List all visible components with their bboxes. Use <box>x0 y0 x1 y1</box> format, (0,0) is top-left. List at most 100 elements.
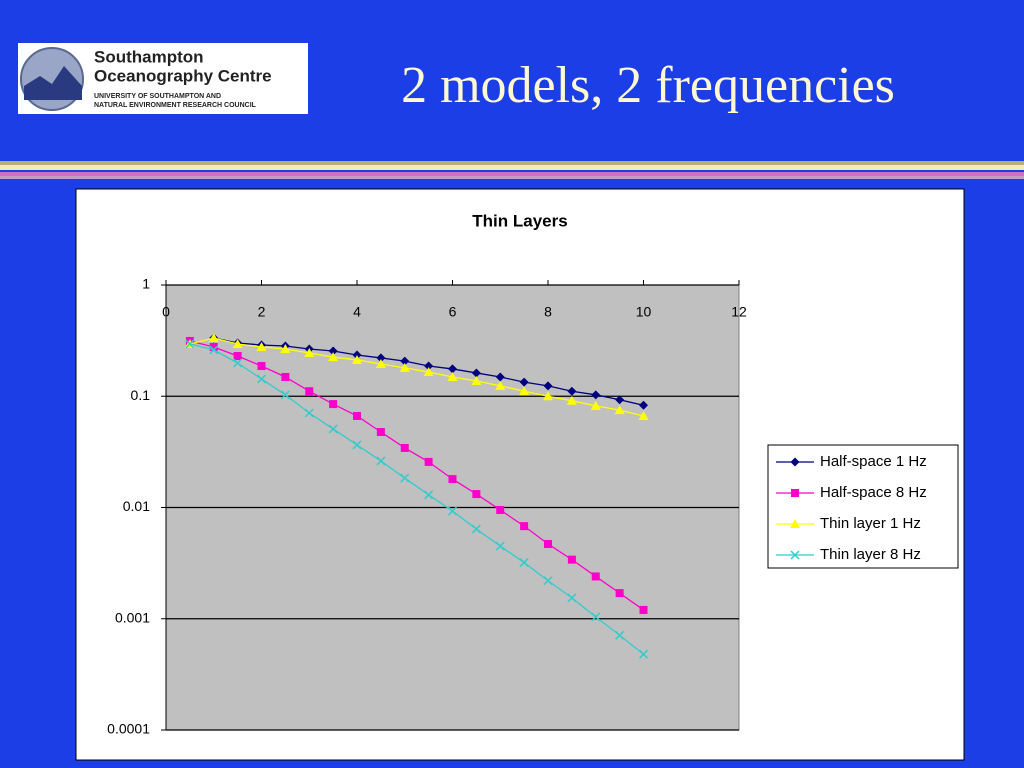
y-tick-label: 0.01 <box>123 498 150 514</box>
data-point <box>567 555 576 564</box>
y-tick-label: 0.001 <box>115 609 150 625</box>
data-point <box>256 342 267 352</box>
data-point <box>543 381 553 391</box>
data-point <box>233 358 243 368</box>
x-tick-label: 4 <box>353 304 361 320</box>
data-point <box>639 400 648 410</box>
data-point <box>615 395 625 405</box>
data-point <box>400 443 409 452</box>
legend-marker <box>790 519 800 528</box>
data-point <box>280 343 291 353</box>
logo-wave <box>24 66 82 100</box>
data-point <box>543 576 553 586</box>
chart-title: Thin Layers <box>472 211 567 230</box>
data-point <box>376 353 386 363</box>
y-tick-label: 1 <box>142 276 150 292</box>
data-point <box>519 386 530 396</box>
data-point <box>567 386 577 396</box>
data-point <box>567 593 577 603</box>
data-point <box>591 612 601 622</box>
data-point <box>209 345 219 355</box>
legend-label: Half-space 8 Hz <box>820 484 927 501</box>
legend-marker <box>790 457 800 467</box>
x-tick-label: 12 <box>731 304 747 320</box>
series-line <box>189 337 644 417</box>
data-point <box>495 372 505 382</box>
data-point <box>519 558 529 568</box>
data-point <box>400 473 410 483</box>
x-tick-label: 10 <box>636 304 652 320</box>
data-point <box>615 630 625 640</box>
legend-marker <box>790 550 800 560</box>
logo-text: Oceanography Centre <box>94 66 272 85</box>
data-point <box>520 522 529 531</box>
data-point <box>638 410 649 420</box>
data-point <box>495 380 506 390</box>
data-point <box>256 374 267 384</box>
data-point <box>376 428 385 437</box>
data-point <box>185 339 195 349</box>
data-point <box>591 390 601 400</box>
data-point <box>375 358 386 368</box>
x-tick-label: 8 <box>544 304 552 320</box>
data-point <box>232 338 243 348</box>
data-point <box>400 356 410 366</box>
data-point <box>614 405 625 415</box>
divider <box>0 161 1024 165</box>
data-point <box>447 371 458 381</box>
x-tick-label: 2 <box>258 304 266 320</box>
divider <box>0 172 1024 176</box>
y-tick-label: 0.1 <box>131 387 151 403</box>
divider <box>0 165 1024 170</box>
data-point <box>638 649 649 659</box>
data-point <box>305 387 314 396</box>
data-point <box>399 362 410 372</box>
data-point <box>209 343 218 352</box>
data-point <box>424 490 434 500</box>
data-point <box>281 372 290 381</box>
data-point <box>328 352 339 362</box>
data-point <box>496 505 505 514</box>
data-point <box>424 361 434 371</box>
data-point <box>448 475 457 484</box>
data-point <box>329 400 338 409</box>
logo-text: Southampton <box>94 47 204 66</box>
divider <box>0 176 1024 179</box>
y-tick-label: 0.0001 <box>107 721 150 737</box>
data-point <box>423 367 434 377</box>
data-point <box>280 390 290 400</box>
data-point <box>376 456 386 466</box>
data-point <box>495 541 505 551</box>
logo-subtext: UNIVERSITY OF SOUTHAMPTON AND <box>94 93 221 100</box>
slide-title: 2 models, 2 frequencies <box>401 57 895 114</box>
data-point <box>591 572 600 581</box>
data-point <box>544 539 552 548</box>
series-line <box>189 343 644 655</box>
data-point <box>448 364 457 374</box>
data-point <box>471 368 481 378</box>
data-point <box>257 362 266 371</box>
data-point <box>566 395 577 405</box>
data-point <box>447 506 458 516</box>
data-point <box>472 490 481 499</box>
data-point <box>233 352 242 361</box>
data-point <box>639 605 648 614</box>
data-point <box>424 457 433 466</box>
data-point <box>208 332 219 342</box>
legend-label: Thin layer 1 Hz <box>820 515 921 532</box>
data-point <box>615 589 624 598</box>
data-point <box>352 354 362 364</box>
data-point <box>304 408 314 418</box>
data-point <box>590 400 601 410</box>
data-point <box>328 346 338 356</box>
x-tick-label: 6 <box>449 304 457 320</box>
data-point <box>304 347 315 357</box>
x-tick-label: 0 <box>162 304 170 320</box>
legend-label: Thin layer 8 Hz <box>820 546 921 563</box>
data-point <box>519 377 529 387</box>
data-point <box>328 424 338 434</box>
data-point <box>352 440 362 450</box>
data-point <box>353 411 361 420</box>
